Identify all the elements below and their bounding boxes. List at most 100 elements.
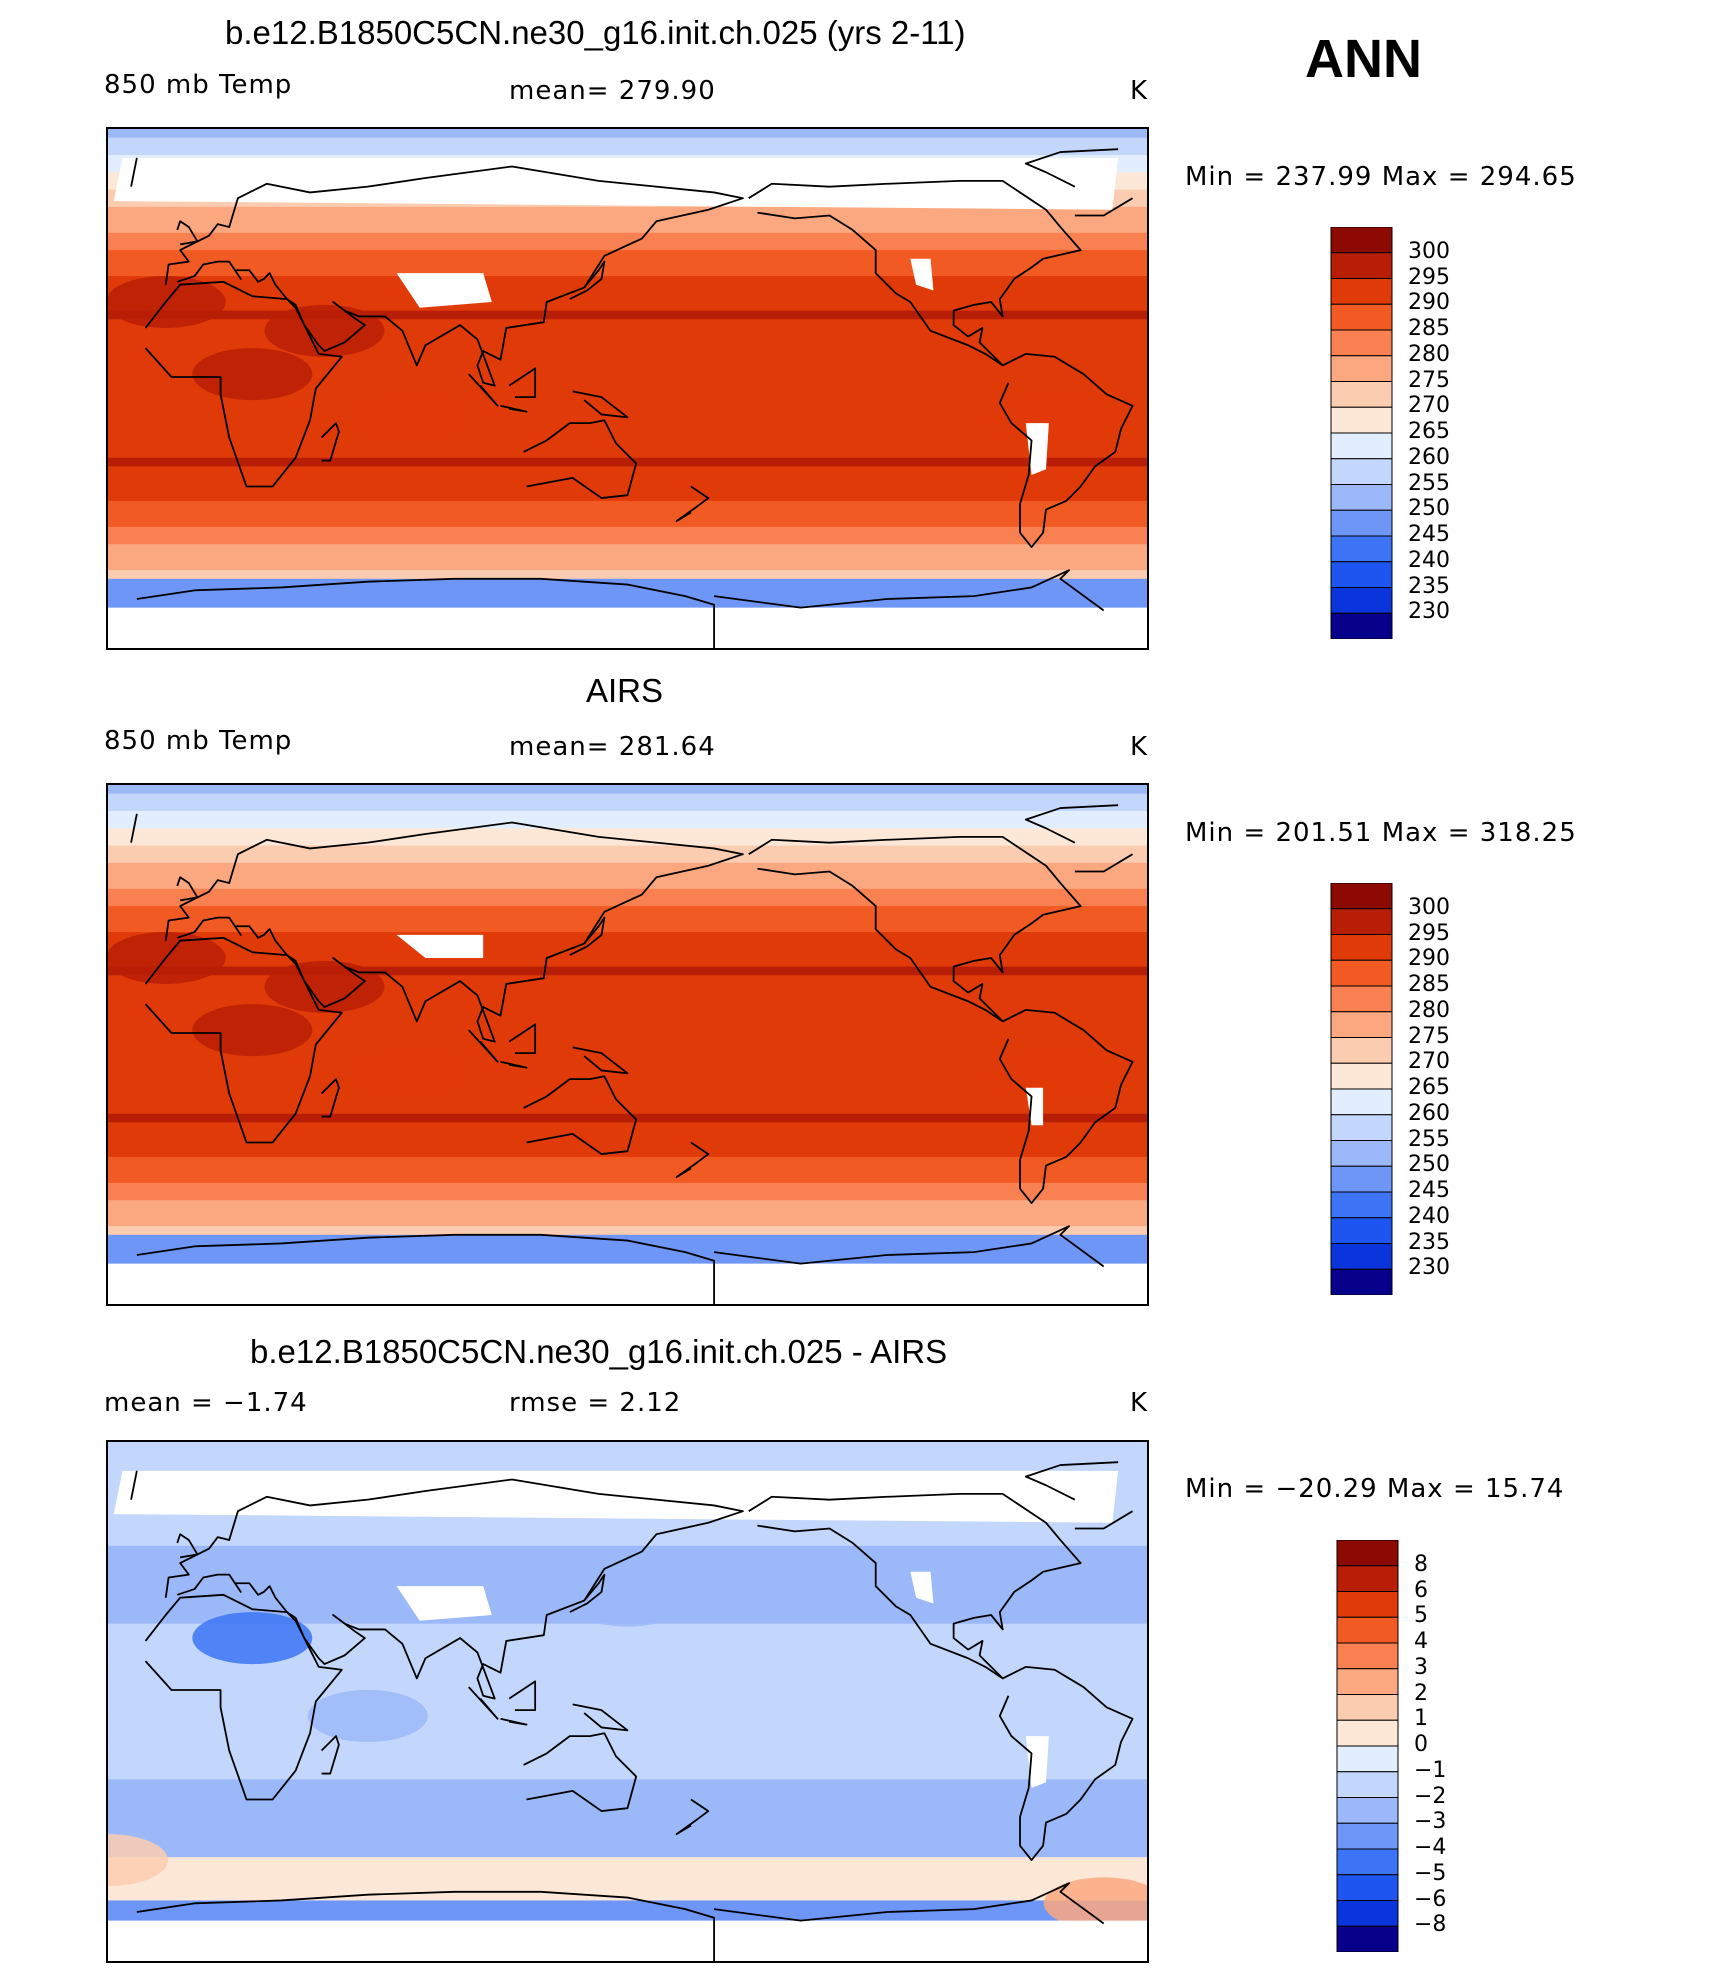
field-band [108, 1718, 1147, 1729]
colorbar-box [1336, 1925, 1399, 1952]
field-band [108, 1788, 1147, 1798]
field-band [108, 206, 1147, 217]
missing-data-mask [396, 934, 484, 958]
field-band [108, 241, 1147, 252]
antarctic-mask [108, 1263, 1147, 1304]
colorbar-tick-label: −6 [1414, 1886, 1447, 1912]
field-band [108, 379, 1147, 390]
field-band [108, 1727, 1147, 1738]
field-band [108, 1848, 1147, 1859]
colorbar-tick-label: 290 [1408, 290, 1450, 316]
missing-data-mask [113, 157, 1119, 210]
colorbar-tick-label: 290 [1408, 946, 1450, 972]
coastline [164, 821, 744, 1043]
field-band [108, 1234, 1147, 1245]
field-band [108, 975, 1147, 985]
field-band [108, 1813, 1147, 1824]
field-band [108, 958, 1147, 968]
field-band [108, 1666, 1147, 1677]
coastline [500, 1060, 528, 1069]
field-band [108, 1174, 1147, 1184]
colorbar-box [1330, 1191, 1393, 1219]
colorbar-tick-label: 8 [1414, 1551, 1428, 1577]
panel-2-mean-label: mean= 281.64 [509, 732, 716, 762]
panel-2-title: AIRS [586, 672, 664, 709]
colorbar-box [1330, 535, 1393, 563]
field-band [108, 250, 1147, 260]
colorbar-box [1330, 1165, 1393, 1193]
field-band [108, 1442, 1147, 1452]
colorbar-tick-label: 0 [1414, 1732, 1428, 1757]
colorbar-box [1330, 381, 1393, 408]
field-band [108, 440, 1147, 451]
field-anomaly [264, 960, 385, 1013]
field-band [108, 258, 1147, 269]
field-band [108, 1200, 1147, 1210]
coastline [508, 367, 537, 399]
field-band [108, 1044, 1147, 1055]
colorbar-tick-label: 270 [1408, 1049, 1450, 1075]
field-band [108, 319, 1147, 329]
coastline [523, 1075, 638, 1155]
field-band [108, 932, 1147, 942]
season-label: ANN [1305, 29, 1422, 89]
coastline [569, 1573, 606, 1613]
colorbar-box [1330, 1088, 1393, 1116]
colorbar-box [1336, 1694, 1399, 1721]
colorbar-tick-label: 270 [1408, 393, 1450, 419]
colorbar-tick-label: −5 [1414, 1860, 1447, 1886]
colorbar-box [1330, 509, 1393, 537]
field-band [108, 1252, 1147, 1262]
field-band [108, 1191, 1147, 1202]
field-band [108, 1009, 1147, 1020]
field-anomaly [567, 1574, 688, 1627]
field-band [108, 1865, 1147, 1876]
colorbar-box [1330, 1114, 1393, 1141]
field-band [108, 1658, 1147, 1668]
field-band [108, 1208, 1147, 1219]
field-band [108, 871, 1147, 882]
coastline [468, 1686, 499, 1720]
field-band [108, 362, 1147, 373]
colorbar-tick-label: 240 [1408, 547, 1450, 573]
field-band [108, 310, 1147, 321]
field-anomaly [351, 391, 472, 444]
field-band [108, 1632, 1147, 1642]
field-band [108, 1528, 1147, 1539]
panel-3-colorbar: 8 6 5 4 3 2 1 0 −1 −2 −3 −4 −5 −6 −8 [1336, 1540, 1466, 1952]
field-band [108, 1831, 1147, 1841]
panel-3-minmax: Min = −20.29 Max = 15.74 [1185, 1474, 1565, 1504]
coastline [130, 804, 1134, 873]
field-band [108, 897, 1147, 908]
field-band [108, 1710, 1147, 1720]
field-band [108, 1018, 1147, 1029]
field-band [108, 578, 1147, 589]
field-band [108, 793, 1147, 804]
coastline [675, 485, 710, 523]
field-band [108, 137, 1147, 148]
colorbar-tick-label: 5 [1414, 1603, 1428, 1629]
panel-1-minmax: Min = 237.99 Max = 294.65 [1185, 162, 1577, 192]
field-band [108, 544, 1147, 554]
field-band [108, 1744, 1147, 1755]
missing-data-mask [1025, 1736, 1049, 1788]
field-band [108, 1156, 1147, 1167]
field-anomaly [192, 1612, 313, 1665]
field-band [108, 146, 1147, 156]
field-band [108, 1079, 1147, 1089]
colorbar-box [1330, 1011, 1393, 1038]
field-band [108, 500, 1147, 511]
panel-2-units-label: K [1130, 732, 1149, 762]
field-band [108, 888, 1147, 899]
field-band [108, 949, 1147, 959]
field-band [108, 1857, 1147, 1867]
colorbar-box [1330, 1217, 1393, 1244]
field-band [108, 267, 1147, 278]
field-band [108, 596, 1147, 606]
colorbar-box [1330, 1037, 1393, 1064]
colorbar-box [1336, 1874, 1399, 1901]
colorbar-box [1330, 227, 1393, 254]
field-band [108, 802, 1147, 812]
coastline [569, 916, 606, 956]
colorbar-tick-label: −8 [1414, 1912, 1447, 1938]
